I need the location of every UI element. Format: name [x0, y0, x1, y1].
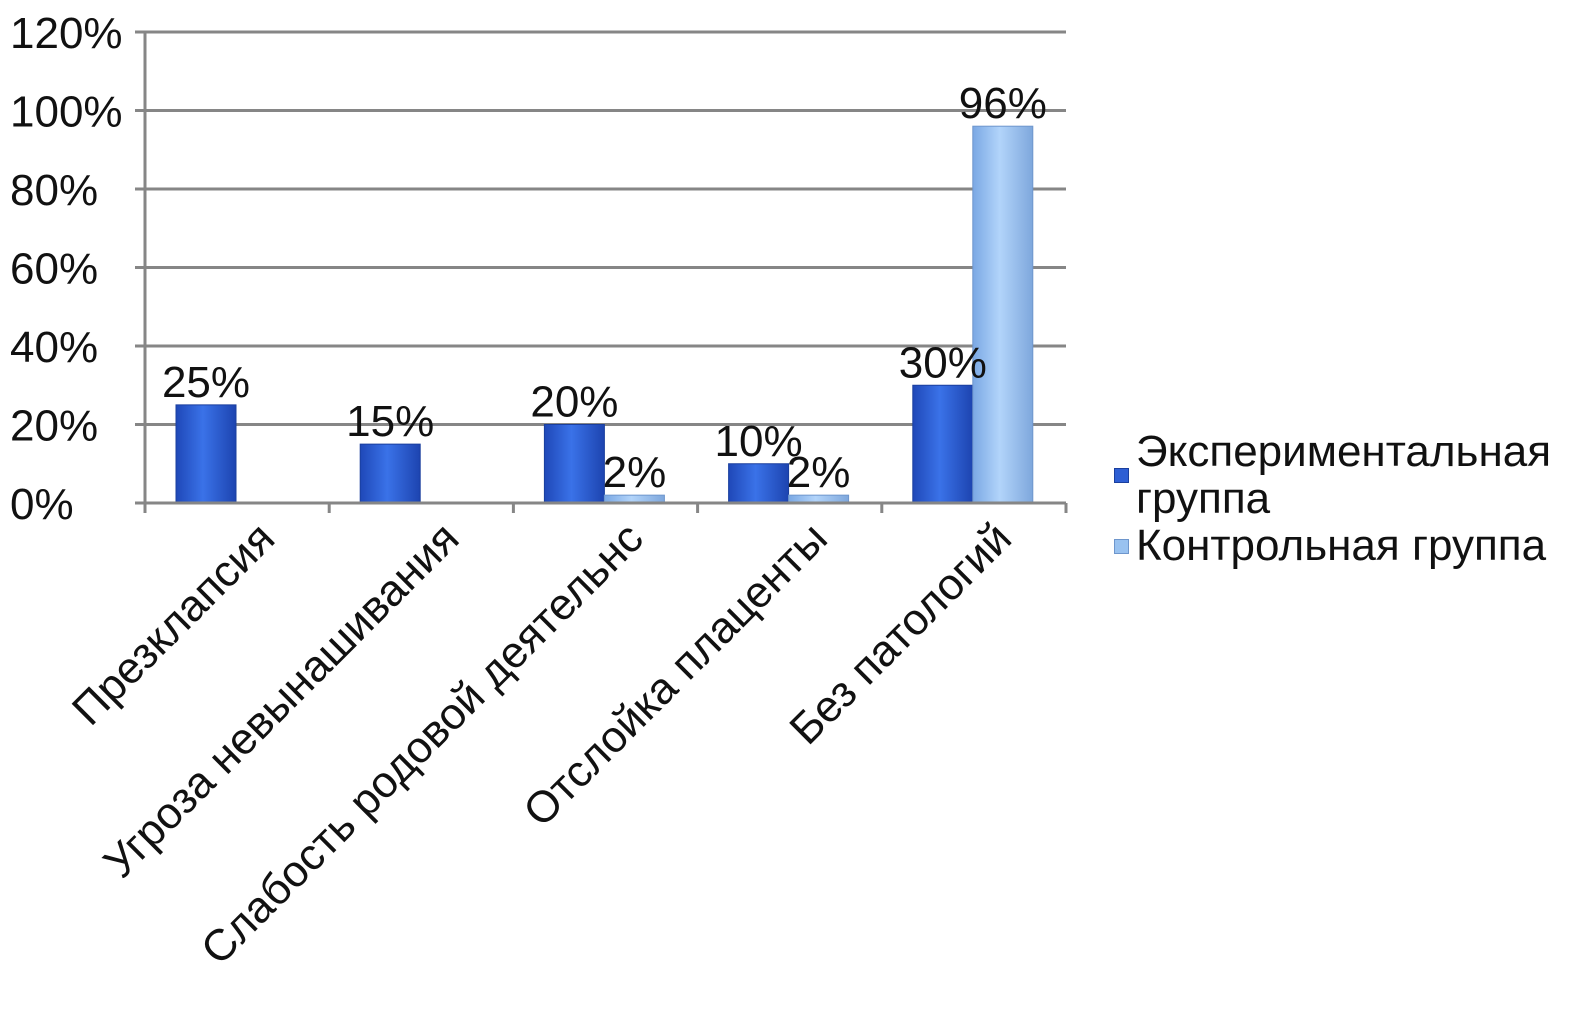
bar-experimental: [912, 384, 974, 504]
legend-label-experimental: Экспериментальная группа: [1136, 427, 1552, 523]
category-label: Угроза невынашивания: [94, 513, 468, 887]
category-label: Отслойка плаценты: [514, 513, 837, 836]
data-label: 10%: [715, 417, 803, 466]
y-tick-label: 120%: [10, 9, 123, 58]
legend-label-control: Контрольная группа: [1136, 521, 1547, 570]
data-label: 96%: [959, 79, 1047, 128]
y-tick-label: 100%: [10, 88, 123, 137]
y-tick-label: 60%: [10, 245, 98, 294]
data-label: 20%: [530, 378, 618, 427]
y-tick-label: 0%: [10, 480, 74, 529]
bar-experimental: [728, 463, 790, 504]
legend-swatch-experimental: [1114, 468, 1129, 483]
legend-item-experimental: Экспериментальная группа: [1114, 428, 1594, 522]
legend-swatch-control: [1114, 539, 1129, 554]
data-label: 2%: [787, 448, 851, 497]
bar-experimental: [543, 424, 605, 504]
bar-control: [972, 125, 1034, 504]
legend: Экспериментальная группа Контрольная гру…: [1114, 428, 1594, 569]
bar-experimental: [359, 443, 421, 504]
y-tick-label: 40%: [10, 323, 98, 372]
y-tick-label: 20%: [10, 402, 98, 451]
data-label: 15%: [346, 397, 434, 446]
data-label: 2%: [603, 448, 667, 497]
data-label: 30%: [899, 338, 987, 387]
data-label: 25%: [162, 358, 250, 407]
bar-experimental: [175, 404, 237, 504]
y-tick-label: 80%: [10, 166, 98, 215]
legend-item-control: Контрольная группа: [1114, 522, 1594, 569]
